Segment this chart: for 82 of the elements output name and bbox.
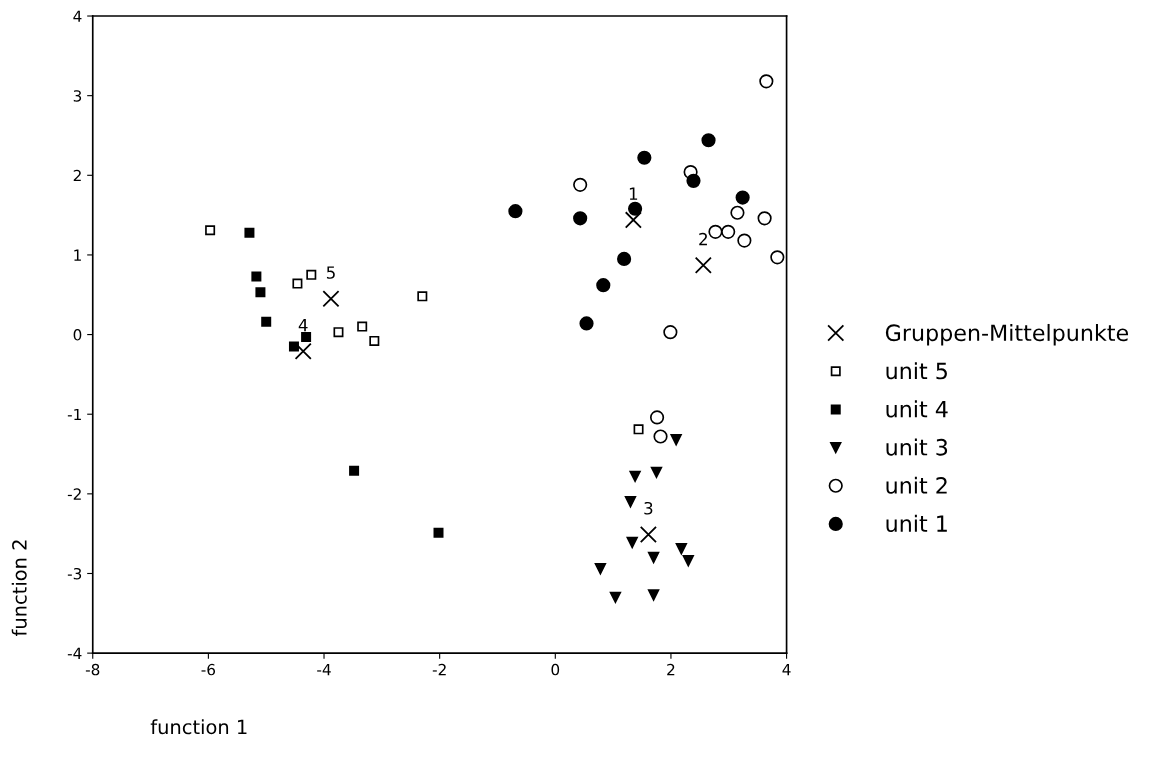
point [639,525,657,544]
point [617,251,632,267]
x-tick-label: -4 [317,664,331,676]
point [349,465,360,476]
annotation: 2 [699,232,707,246]
point [288,341,299,352]
point [653,429,668,444]
point [649,410,665,425]
x-tick-label: 0 [551,663,560,676]
point [737,233,752,248]
x-tick-label: 2 [667,663,675,676]
legend-label: unit 1 [886,514,947,533]
legend-label: unit 4 [886,400,948,418]
point [686,173,701,188]
point [205,225,216,236]
annotation: 1 [629,187,638,200]
point [333,327,344,338]
point [626,536,638,549]
point [357,321,368,332]
y-tick-label: 3 [73,90,82,102]
point [624,211,642,229]
annotation: 5 [326,266,335,279]
point [682,555,694,567]
x-tick-label: 4 [782,664,791,676]
annotation: 4 [298,319,308,332]
legend-label: Gruppen-Mittelpunkte [885,323,1129,346]
y-tick-label: -1 [67,408,81,421]
annotation: 3 [644,501,653,515]
point [629,470,641,483]
point [573,211,588,226]
point [770,250,785,265]
point [701,133,716,148]
point [647,589,660,601]
point [573,177,588,192]
point [294,342,312,360]
point [708,224,723,239]
y-tick-label: -4 [67,647,82,659]
x-tick-label: -2 [432,663,446,676]
x-axis-title: function 1 [150,719,247,735]
point [322,290,340,308]
point [596,278,611,293]
point [244,227,255,238]
point [301,331,312,342]
point [624,496,637,508]
legend-label: unit 2 [886,476,947,494]
point [306,269,317,280]
point [647,551,660,564]
point [292,278,303,289]
point [579,316,594,331]
legend-label: unit 5 [886,362,947,380]
point [675,543,688,555]
point [730,205,745,220]
point [508,204,523,219]
y-tick-label: 4 [73,10,82,22]
point [369,335,380,346]
y-tick-label: -2 [67,488,81,500]
point [663,325,678,340]
point [609,591,622,604]
legend-label: unit 3 [886,438,948,456]
y-axis-title: function 2 [11,540,27,637]
point [670,434,682,446]
point [637,150,652,165]
y-tick-label: 2 [73,169,81,182]
x-tick-label: -6 [201,663,216,676]
point [251,271,262,282]
point [628,201,643,216]
point [650,466,663,479]
point [757,211,772,226]
point [721,224,736,239]
point [417,291,428,302]
y-tick-label: -3 [67,567,82,580]
point [759,74,774,89]
point [433,527,444,538]
point [594,563,607,575]
point [633,424,644,435]
x-tick-label: -8 [85,663,100,676]
point [694,256,712,274]
y-tick-label: 0 [73,329,82,341]
point [261,316,272,327]
point [735,190,750,205]
y-tick-label: 1 [74,249,81,261]
point [255,287,266,298]
